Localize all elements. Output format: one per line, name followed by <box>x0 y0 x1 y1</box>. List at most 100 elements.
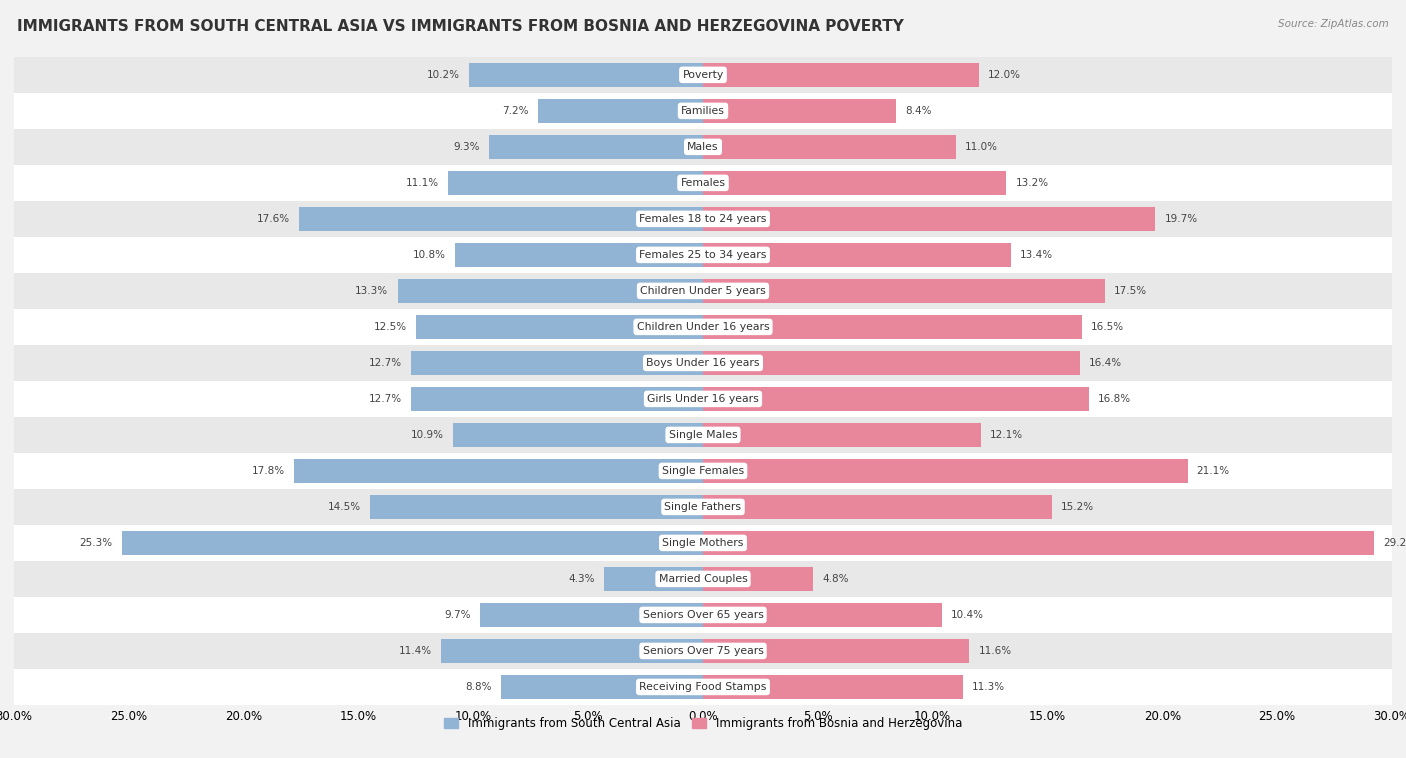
Bar <box>703 387 1088 411</box>
Bar <box>703 315 1083 339</box>
Text: Seniors Over 75 years: Seniors Over 75 years <box>643 646 763 656</box>
Bar <box>501 675 703 699</box>
Bar <box>703 171 1007 195</box>
Bar <box>14 165 1392 201</box>
Text: 25.3%: 25.3% <box>80 538 112 548</box>
Bar <box>703 63 979 87</box>
Text: 9.3%: 9.3% <box>454 142 481 152</box>
Bar <box>412 387 703 411</box>
Text: 12.7%: 12.7% <box>368 358 402 368</box>
Bar <box>299 207 703 231</box>
Bar <box>14 309 1392 345</box>
Bar <box>14 93 1392 129</box>
Bar <box>14 453 1392 489</box>
Bar <box>14 489 1392 525</box>
Text: 4.8%: 4.8% <box>823 574 849 584</box>
Text: Females 25 to 34 years: Females 25 to 34 years <box>640 250 766 260</box>
Bar <box>605 567 703 591</box>
Bar <box>703 459 1188 483</box>
Bar <box>456 243 703 267</box>
Text: 8.8%: 8.8% <box>465 682 492 692</box>
Text: 11.3%: 11.3% <box>972 682 1005 692</box>
Text: 11.0%: 11.0% <box>965 142 998 152</box>
Bar <box>468 63 703 87</box>
Bar <box>703 567 813 591</box>
Text: 12.1%: 12.1% <box>990 430 1024 440</box>
Bar <box>537 99 703 123</box>
Text: Source: ZipAtlas.com: Source: ZipAtlas.com <box>1278 19 1389 29</box>
Text: Girls Under 16 years: Girls Under 16 years <box>647 394 759 404</box>
Text: Boys Under 16 years: Boys Under 16 years <box>647 358 759 368</box>
Text: Single Males: Single Males <box>669 430 737 440</box>
Text: 16.4%: 16.4% <box>1088 358 1122 368</box>
Text: 10.8%: 10.8% <box>413 250 446 260</box>
Bar <box>398 279 703 303</box>
Bar <box>453 423 703 447</box>
Text: Children Under 16 years: Children Under 16 years <box>637 322 769 332</box>
Bar <box>14 417 1392 453</box>
Text: 11.1%: 11.1% <box>406 178 439 188</box>
Bar <box>14 345 1392 381</box>
Text: Males: Males <box>688 142 718 152</box>
Bar <box>489 135 703 159</box>
Text: IMMIGRANTS FROM SOUTH CENTRAL ASIA VS IMMIGRANTS FROM BOSNIA AND HERZEGOVINA POV: IMMIGRANTS FROM SOUTH CENTRAL ASIA VS IM… <box>17 19 904 34</box>
Legend: Immigrants from South Central Asia, Immigrants from Bosnia and Herzegovina: Immigrants from South Central Asia, Immi… <box>439 713 967 735</box>
Bar <box>370 495 703 519</box>
Text: Females 18 to 24 years: Females 18 to 24 years <box>640 214 766 224</box>
Text: 14.5%: 14.5% <box>328 502 361 512</box>
Bar <box>14 57 1392 93</box>
Text: Single Mothers: Single Mothers <box>662 538 744 548</box>
Bar <box>412 351 703 375</box>
Text: 10.9%: 10.9% <box>411 430 443 440</box>
Text: 11.4%: 11.4% <box>399 646 432 656</box>
Bar <box>14 525 1392 561</box>
Text: 15.2%: 15.2% <box>1062 502 1094 512</box>
Bar <box>703 351 1080 375</box>
Bar <box>14 201 1392 236</box>
Bar <box>441 639 703 663</box>
Text: Single Females: Single Females <box>662 466 744 476</box>
Text: 16.5%: 16.5% <box>1091 322 1125 332</box>
Bar <box>703 279 1105 303</box>
Bar <box>703 675 963 699</box>
Bar <box>14 597 1392 633</box>
Bar <box>14 561 1392 597</box>
Bar <box>703 495 1052 519</box>
Text: 4.3%: 4.3% <box>568 574 595 584</box>
Text: Married Couples: Married Couples <box>658 574 748 584</box>
Text: 10.2%: 10.2% <box>426 70 460 80</box>
Text: 11.6%: 11.6% <box>979 646 1012 656</box>
Text: 9.7%: 9.7% <box>444 610 471 620</box>
Text: 29.2%: 29.2% <box>1382 538 1406 548</box>
Bar <box>703 639 969 663</box>
Bar <box>416 315 703 339</box>
Text: Receiving Food Stamps: Receiving Food Stamps <box>640 682 766 692</box>
Text: 13.2%: 13.2% <box>1015 178 1049 188</box>
Bar <box>703 423 981 447</box>
Text: Poverty: Poverty <box>682 70 724 80</box>
Text: 13.4%: 13.4% <box>1019 250 1053 260</box>
Bar <box>14 381 1392 417</box>
Text: Females: Females <box>681 178 725 188</box>
Text: Families: Families <box>681 106 725 116</box>
Text: 21.1%: 21.1% <box>1197 466 1230 476</box>
Text: 17.8%: 17.8% <box>252 466 285 476</box>
Text: 17.6%: 17.6% <box>256 214 290 224</box>
Bar <box>449 171 703 195</box>
Text: 12.7%: 12.7% <box>368 394 402 404</box>
Text: 19.7%: 19.7% <box>1164 214 1198 224</box>
Bar <box>703 99 896 123</box>
Text: 12.5%: 12.5% <box>374 322 406 332</box>
Text: 13.3%: 13.3% <box>356 286 388 296</box>
Bar <box>122 531 703 555</box>
Text: Single Fathers: Single Fathers <box>665 502 741 512</box>
Text: 17.5%: 17.5% <box>1114 286 1147 296</box>
Text: Seniors Over 65 years: Seniors Over 65 years <box>643 610 763 620</box>
Text: 8.4%: 8.4% <box>905 106 932 116</box>
Bar <box>14 273 1392 309</box>
Bar <box>14 669 1392 705</box>
Bar <box>14 129 1392 165</box>
Bar <box>703 243 1011 267</box>
Bar <box>481 603 703 627</box>
Bar <box>703 207 1156 231</box>
